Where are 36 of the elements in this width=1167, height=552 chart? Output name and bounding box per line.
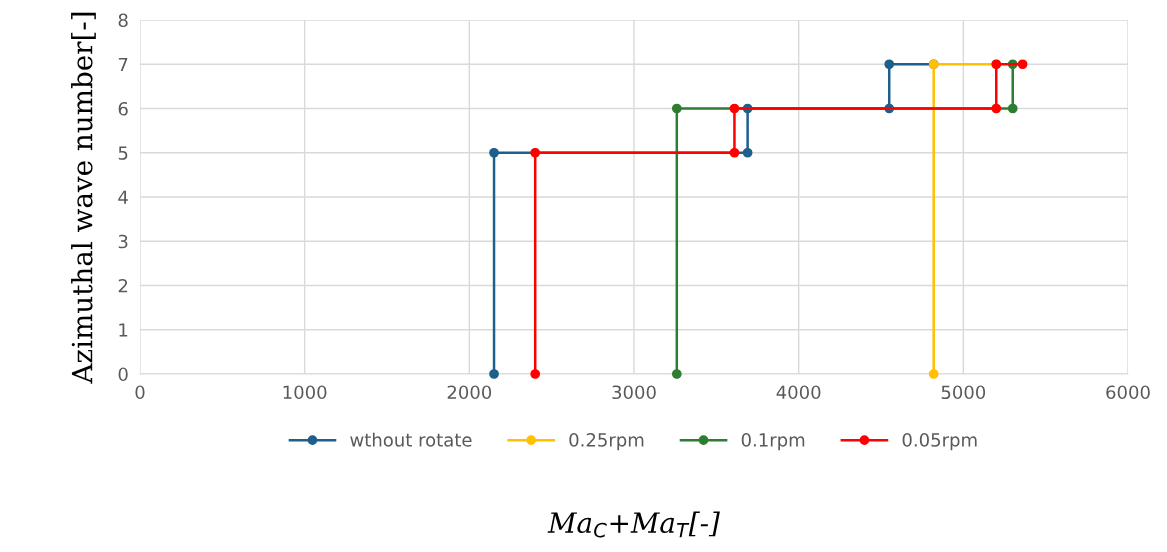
legend-label: wthout rotate — [350, 432, 472, 447]
x-tick-label: 4000 — [776, 385, 821, 400]
point — [928, 369, 939, 379]
y-tick-label: 2 — [118, 278, 128, 293]
y-axis-title: Azimuthal wave number[-] — [71, 12, 96, 384]
x-axis-title: Ma$_{C}$+Ma$_{T}$[-] — [547, 511, 720, 538]
point — [729, 103, 740, 114]
y-tick-label: 0 — [118, 367, 128, 382]
y-tick-label: 3 — [118, 234, 128, 249]
point — [671, 103, 682, 114]
point — [489, 369, 499, 379]
legend-label: 0.05rpm — [902, 433, 977, 451]
x-tick-label: 0 — [135, 385, 145, 400]
y-tick-label: 7 — [118, 57, 128, 72]
x-tick-label: 1000 — [283, 385, 327, 400]
x-tick-label: 5000 — [941, 385, 986, 400]
y-tick-label: 1 — [119, 323, 128, 337]
point — [1017, 59, 1028, 70]
y-tick-label: 6 — [118, 101, 128, 116]
point — [742, 147, 753, 158]
x-tick-label: 3000 — [612, 385, 656, 400]
point — [991, 103, 1002, 114]
legend-label: 0.25rpm — [569, 433, 644, 451]
point — [671, 369, 682, 379]
point — [530, 369, 541, 379]
point — [729, 147, 740, 158]
x-tick-label: 2000 — [447, 385, 492, 400]
point — [884, 59, 895, 70]
point — [530, 147, 541, 158]
legend-label: 0.1rpm — [741, 433, 805, 451]
point — [1007, 103, 1018, 114]
y-tick-label: 5 — [118, 146, 128, 160]
y-tick-label: 4 — [118, 190, 128, 204]
point — [489, 147, 499, 158]
x-tick-label: 6000 — [1106, 385, 1150, 400]
y-tick-label: 8 — [118, 13, 128, 28]
